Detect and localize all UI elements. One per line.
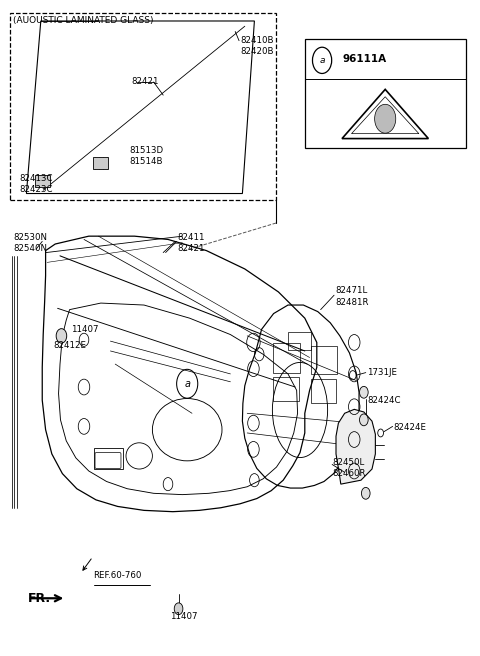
Polygon shape xyxy=(336,409,375,484)
Text: 82424E: 82424E xyxy=(394,423,427,432)
Text: a: a xyxy=(184,379,190,389)
Circle shape xyxy=(374,104,396,133)
Text: REF.60-760: REF.60-760 xyxy=(94,571,142,581)
Text: 11407: 11407 xyxy=(71,325,98,334)
Text: 11407: 11407 xyxy=(170,612,198,621)
Text: 1731JE: 1731JE xyxy=(367,368,397,377)
Circle shape xyxy=(360,386,368,398)
Text: a: a xyxy=(319,56,325,65)
Circle shape xyxy=(361,487,370,499)
Text: (AUOUSTIC LAMINATED GLASS): (AUOUSTIC LAMINATED GLASS) xyxy=(13,16,154,25)
Text: 81513D
81514B: 81513D 81514B xyxy=(130,146,164,166)
Text: 82421: 82421 xyxy=(131,77,158,87)
Text: 96111A: 96111A xyxy=(342,54,386,64)
Text: 82410B
82420B: 82410B 82420B xyxy=(240,36,274,56)
Bar xyxy=(10,13,276,200)
Text: 82412E: 82412E xyxy=(54,340,87,350)
Text: 82530N
82540N: 82530N 82540N xyxy=(13,233,48,253)
Circle shape xyxy=(360,414,368,426)
Text: 82424C: 82424C xyxy=(367,396,401,405)
FancyBboxPatch shape xyxy=(93,157,108,169)
FancyBboxPatch shape xyxy=(35,175,50,187)
Circle shape xyxy=(56,329,67,343)
Text: 82471L
82481R: 82471L 82481R xyxy=(335,287,369,306)
Bar xyxy=(305,39,466,148)
Text: 82450L
82460R: 82450L 82460R xyxy=(333,459,366,478)
Text: FR.: FR. xyxy=(28,592,51,605)
Text: S: S xyxy=(384,116,387,121)
Text: 82413C
82423C: 82413C 82423C xyxy=(19,174,53,194)
Text: 82411
82421: 82411 82421 xyxy=(178,233,205,253)
Circle shape xyxy=(174,603,183,615)
